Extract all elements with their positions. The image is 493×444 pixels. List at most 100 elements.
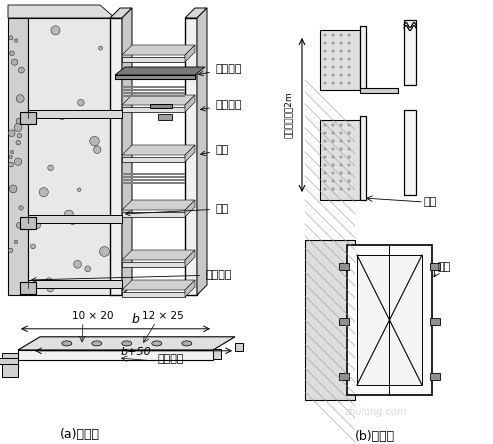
Circle shape — [331, 123, 334, 127]
Circle shape — [14, 240, 18, 244]
Text: 托臂: 托臂 — [126, 204, 228, 216]
Circle shape — [47, 285, 53, 292]
Circle shape — [16, 95, 24, 103]
Circle shape — [340, 66, 343, 68]
Bar — [122, 292, 185, 297]
Ellipse shape — [92, 341, 102, 346]
Circle shape — [323, 58, 326, 60]
Circle shape — [9, 36, 13, 40]
Circle shape — [331, 171, 334, 174]
Bar — [0, 358, 18, 364]
Circle shape — [331, 82, 334, 84]
Polygon shape — [110, 8, 132, 18]
Circle shape — [10, 51, 14, 56]
Polygon shape — [185, 280, 195, 297]
Ellipse shape — [62, 341, 72, 346]
Bar — [110, 18, 122, 295]
Circle shape — [8, 162, 13, 167]
Circle shape — [99, 46, 103, 50]
Circle shape — [348, 171, 351, 174]
Circle shape — [85, 266, 91, 272]
Bar — [122, 173, 185, 175]
Bar — [20, 282, 36, 294]
Circle shape — [348, 41, 351, 44]
Text: 槽锤: 槽锤 — [437, 262, 450, 272]
Bar — [20, 217, 36, 229]
Bar — [122, 107, 185, 112]
Circle shape — [323, 74, 326, 76]
Text: 连接螺栓: 连接螺栓 — [201, 100, 242, 111]
Circle shape — [340, 179, 343, 182]
Circle shape — [69, 217, 76, 225]
Circle shape — [16, 118, 22, 124]
Bar — [122, 89, 185, 91]
Circle shape — [348, 58, 351, 60]
Circle shape — [8, 248, 13, 253]
Circle shape — [18, 67, 24, 73]
Bar — [185, 18, 197, 295]
Circle shape — [16, 140, 20, 145]
Polygon shape — [28, 280, 122, 288]
Bar — [122, 95, 185, 97]
Polygon shape — [185, 8, 207, 18]
Circle shape — [340, 163, 343, 166]
Circle shape — [331, 179, 334, 182]
Circle shape — [340, 82, 343, 84]
Circle shape — [8, 130, 15, 137]
Bar — [339, 318, 349, 325]
Text: 槽锤: 槽锤 — [424, 197, 437, 207]
Circle shape — [340, 58, 343, 60]
Bar — [404, 20, 416, 85]
Text: zhulong.com: zhulong.com — [344, 407, 406, 417]
Polygon shape — [122, 8, 132, 295]
Circle shape — [348, 147, 351, 151]
Circle shape — [14, 123, 22, 131]
Bar — [360, 88, 398, 93]
Ellipse shape — [152, 341, 162, 346]
Circle shape — [16, 222, 22, 228]
Circle shape — [331, 49, 334, 52]
Text: 膊胀螺栓: 膊胀螺栓 — [32, 270, 232, 282]
Text: 固定压板: 固定压板 — [199, 64, 242, 76]
Text: (b)方式二: (b)方式二 — [355, 430, 395, 443]
Circle shape — [73, 261, 81, 268]
Circle shape — [348, 49, 351, 52]
Bar — [122, 57, 185, 62]
Bar — [122, 182, 185, 184]
Circle shape — [323, 171, 326, 174]
Text: (a)方式一: (a)方式一 — [60, 428, 100, 441]
Circle shape — [348, 155, 351, 159]
Circle shape — [348, 131, 351, 135]
Circle shape — [77, 99, 84, 106]
Polygon shape — [8, 18, 28, 295]
Circle shape — [331, 155, 334, 159]
Circle shape — [331, 58, 334, 60]
Polygon shape — [122, 200, 195, 210]
Bar — [122, 92, 185, 94]
Circle shape — [340, 41, 343, 44]
Text: b+50: b+50 — [121, 347, 151, 357]
Polygon shape — [185, 250, 195, 267]
Bar — [150, 104, 172, 108]
Circle shape — [331, 74, 334, 76]
Circle shape — [331, 187, 334, 190]
Circle shape — [323, 33, 326, 36]
Circle shape — [48, 165, 53, 170]
Circle shape — [10, 151, 14, 154]
Circle shape — [14, 39, 18, 42]
Polygon shape — [115, 67, 205, 75]
Circle shape — [323, 41, 326, 44]
Bar — [320, 120, 360, 200]
Bar — [158, 114, 172, 120]
Circle shape — [323, 155, 326, 159]
Circle shape — [348, 179, 351, 182]
Circle shape — [34, 222, 40, 229]
Text: 12 × 25: 12 × 25 — [142, 311, 184, 321]
Circle shape — [331, 41, 334, 44]
Polygon shape — [18, 350, 213, 360]
Circle shape — [348, 33, 351, 36]
Ellipse shape — [182, 341, 192, 346]
Circle shape — [17, 134, 22, 138]
Text: 桥架: 桥架 — [201, 145, 228, 155]
Circle shape — [323, 66, 326, 68]
